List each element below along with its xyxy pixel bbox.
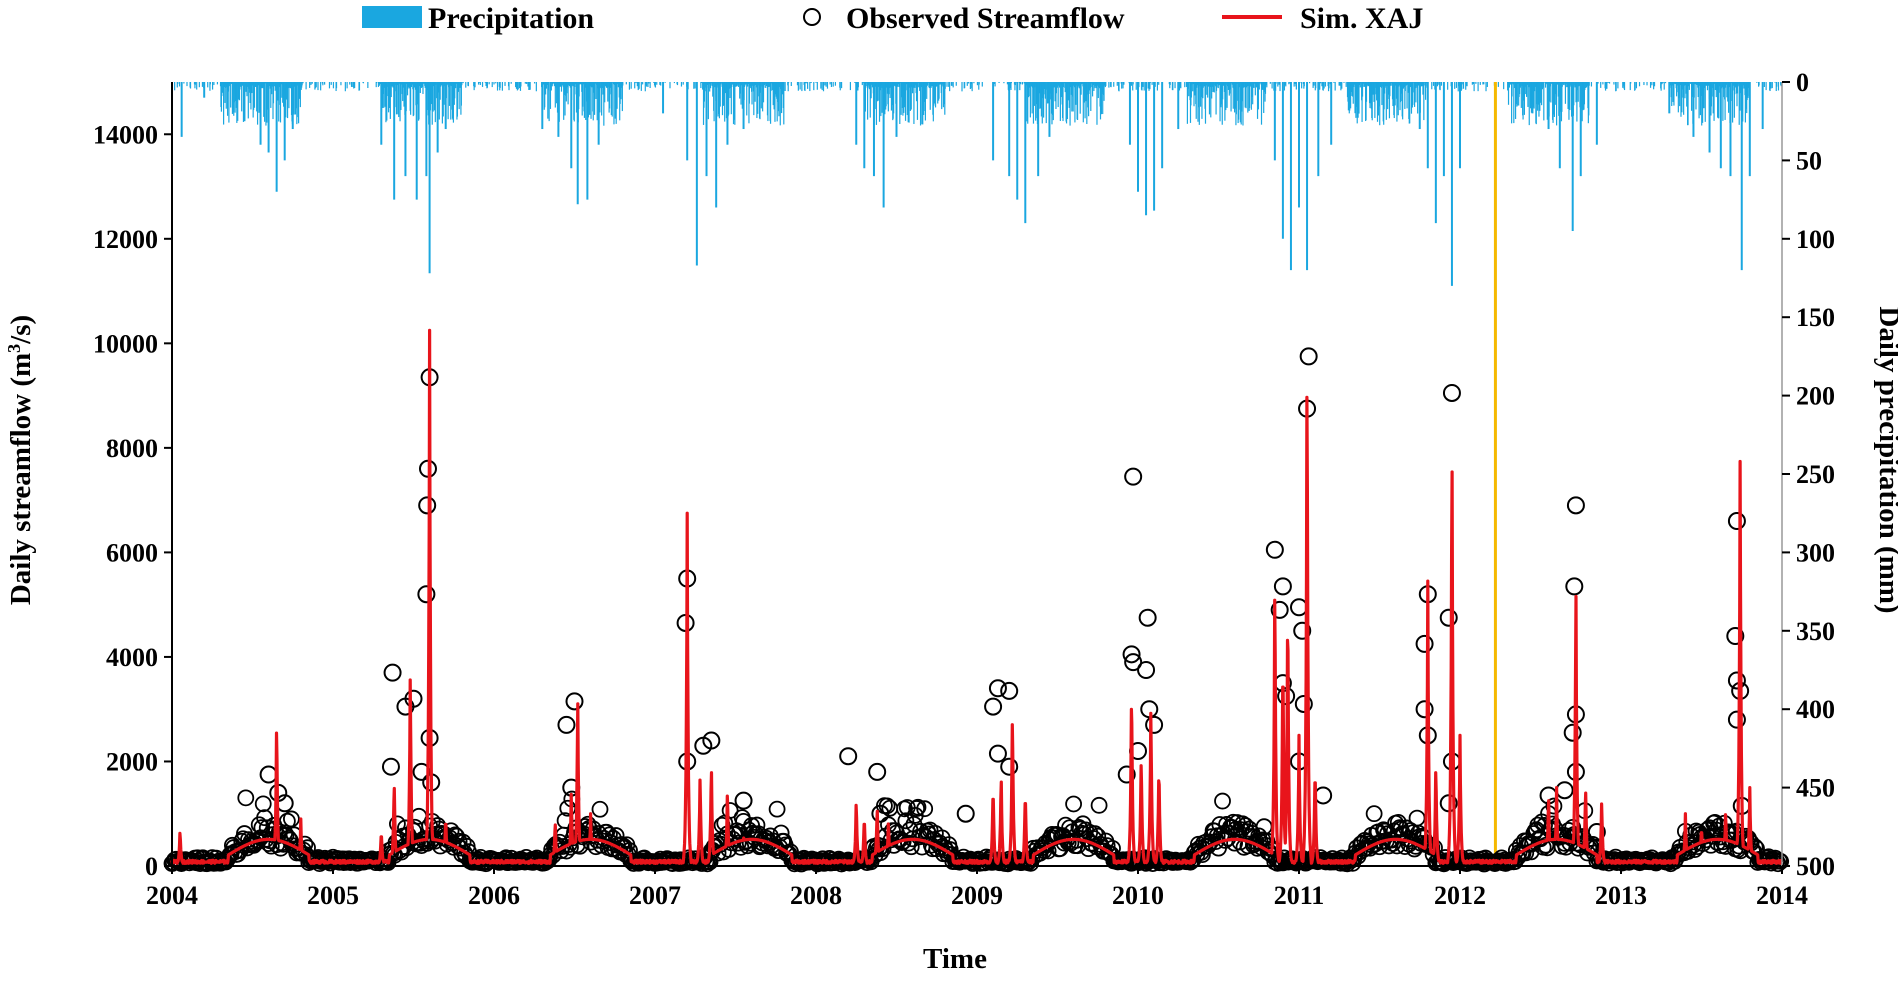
simulated-streamflow-line — [172, 330, 1782, 863]
y-right-tick-label: 400 — [1796, 695, 1835, 724]
observed-point-peak — [1566, 578, 1582, 594]
observed-point — [1367, 806, 1382, 821]
observed-point-peak — [1417, 701, 1433, 717]
observed-point-peak — [1557, 782, 1573, 798]
x-tick-label: 2010 — [1112, 881, 1164, 910]
y-left-tick-label: 12000 — [93, 225, 158, 254]
observed-point-peak — [1275, 578, 1291, 594]
x-tick-label: 2007 — [629, 881, 681, 910]
observed-point — [1066, 796, 1081, 811]
observed-point-peak — [1301, 348, 1317, 364]
x-tick-label: 2011 — [1274, 881, 1325, 910]
x-tick-label: 2013 — [1595, 881, 1647, 910]
observed-point-peak — [1441, 610, 1457, 626]
observed-point-peak — [419, 497, 435, 513]
observed-point-peak — [990, 680, 1006, 696]
x-tick-label: 2012 — [1434, 881, 1486, 910]
precipitation-bars — [175, 82, 1781, 286]
observed-point-peak — [736, 793, 752, 809]
observed-point-peak — [1125, 469, 1141, 485]
y-right-tick-label: 0 — [1796, 68, 1809, 97]
y-right-tick-label: 100 — [1796, 225, 1835, 254]
observed-point-peak — [385, 665, 401, 681]
observed-point-peak — [1729, 513, 1745, 529]
observed-point — [256, 796, 271, 811]
y-right-tick-label: 200 — [1796, 382, 1835, 411]
observed-point-peak — [1315, 787, 1331, 803]
observed-point-peak — [1417, 636, 1433, 652]
observed-point — [238, 790, 253, 805]
y-left-tick-label: 10000 — [93, 329, 158, 358]
observed-point-peak — [1001, 759, 1017, 775]
x-tick-label: 2005 — [307, 881, 359, 910]
x-tick-label: 2004 — [146, 881, 198, 910]
observed-point-peak — [418, 586, 434, 602]
legend-observed-label: Observed Streamflow — [846, 2, 1125, 35]
observed-point-peak — [1291, 599, 1307, 615]
legend-precipitation-label: Precipitation — [428, 2, 594, 35]
x-tick-label: 2009 — [951, 881, 1003, 910]
y-right-tick-label: 500 — [1796, 852, 1835, 881]
y-left-tick-label: 2000 — [106, 747, 158, 776]
observed-point — [1215, 794, 1230, 809]
y-left-tick-label: 6000 — [106, 538, 158, 567]
y-left-tick-label: 0 — [145, 852, 158, 881]
observed-point-peak — [985, 699, 1001, 715]
legend-observed-marker — [804, 9, 820, 25]
observed-point-peak — [958, 806, 974, 822]
observed-point-peak — [1146, 717, 1162, 733]
y-right-tick-label: 350 — [1796, 617, 1835, 646]
observed-point-peak — [1001, 683, 1017, 699]
legend-precipitation-swatch — [362, 6, 422, 28]
y-right-tick-label: 250 — [1796, 460, 1835, 489]
observed-point — [770, 802, 785, 817]
observed-point-peak — [840, 748, 856, 764]
observed-point — [284, 811, 299, 826]
observed-point — [592, 802, 607, 817]
y-right-tick-label: 300 — [1796, 538, 1835, 567]
observed-point-peak — [1138, 662, 1154, 678]
observed-point-peak — [1140, 610, 1156, 626]
observed-point-peak — [869, 764, 885, 780]
y-axis-left-title: Daily streamflow (m3/s) — [4, 315, 37, 605]
y-right-tick-label: 450 — [1796, 774, 1835, 803]
observed-point — [1092, 798, 1107, 813]
x-tick-label: 2014 — [1756, 881, 1808, 910]
y-right-tick-label: 50 — [1796, 146, 1822, 175]
x-axis-title: Time — [923, 943, 987, 975]
y-right-tick-label: 150 — [1796, 303, 1835, 332]
observed-point-peak — [990, 746, 1006, 762]
y-left-tick-label: 8000 — [106, 434, 158, 463]
observed-point-peak — [261, 767, 277, 783]
observed-point — [1410, 811, 1425, 826]
legend: Precipitation Observed Streamflow Sim. X… — [362, 2, 1423, 35]
sim-xaj-line — [172, 330, 1782, 863]
observed-point-peak — [558, 717, 574, 733]
observed-point-peak — [567, 693, 583, 709]
y-left-tick-label: 14000 — [93, 120, 158, 149]
y-left-tick-label: 4000 — [106, 643, 158, 672]
x-tick-label: 2008 — [790, 881, 842, 910]
observed-point-peak — [1444, 385, 1460, 401]
observed-point-peak — [1568, 497, 1584, 513]
y-axis-right-title: Daily precipitation (mm) — [1873, 306, 1898, 613]
observed-point-peak — [383, 759, 399, 775]
legend-sim-label: Sim. XAJ — [1300, 2, 1423, 35]
x-tick-label: 2006 — [468, 881, 520, 910]
observed-point-peak — [1267, 542, 1283, 558]
